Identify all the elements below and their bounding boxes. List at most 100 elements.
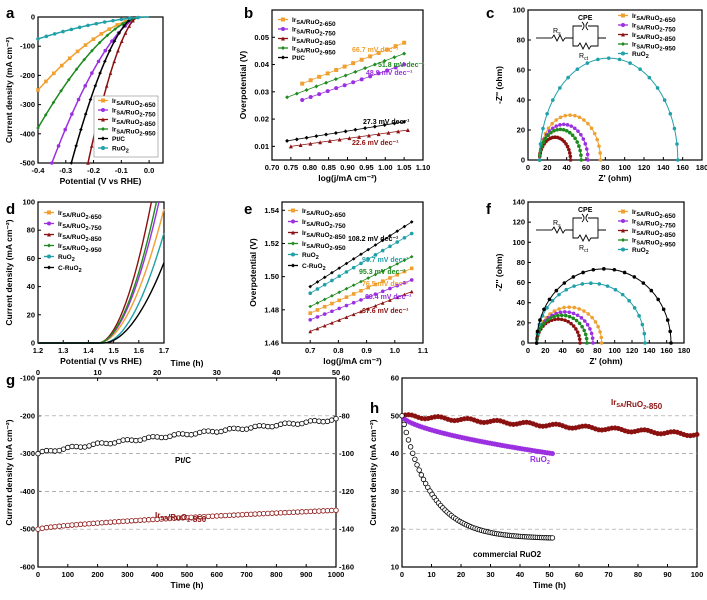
data-point — [67, 77, 71, 82]
data-point — [205, 428, 211, 434]
legend-entry: IrSA/RuO2-850 — [112, 117, 156, 128]
legend-marker — [281, 36, 285, 41]
data-point — [392, 55, 397, 60]
data-point — [330, 301, 334, 306]
data-point — [402, 40, 407, 45]
data-point — [414, 462, 420, 468]
data-point — [317, 74, 322, 79]
data-point — [69, 161, 74, 165]
y-tick-label: 0 — [31, 13, 35, 22]
y-tick-label: -500 — [20, 525, 35, 534]
data-point — [672, 126, 677, 131]
data-point — [380, 269, 385, 273]
y-tick-label: 40 — [517, 96, 525, 105]
panel-f: 0 20 40 60 80 100 120 140 160 180 0 20 40 60 80 100 120 1… — [494, 198, 690, 367]
data-point — [334, 68, 339, 72]
data-point — [351, 292, 356, 296]
data-point — [640, 322, 645, 327]
data-point — [675, 142, 679, 146]
data-point — [590, 336, 595, 340]
legend-marker — [101, 108, 105, 112]
slope-label: 51.8 mV dec⁻¹ — [378, 62, 425, 69]
data-point — [577, 115, 582, 120]
legend-marker — [47, 243, 51, 248]
data-point — [376, 50, 381, 55]
data-point — [107, 441, 114, 447]
data-point — [395, 240, 400, 244]
data-point — [315, 287, 320, 291]
data-point — [359, 77, 364, 82]
y-tick-label: 0 — [521, 339, 525, 348]
data-point — [94, 21, 99, 26]
data-point — [97, 40, 102, 45]
data-point — [386, 130, 391, 135]
data-point — [564, 287, 569, 292]
data-point — [401, 421, 407, 428]
x-tick-label: -0.2 — [87, 166, 100, 175]
data-point — [322, 297, 327, 302]
data-point — [330, 270, 334, 275]
data-point — [554, 288, 559, 293]
series-label: IrSA/RuO2-850 — [611, 398, 663, 411]
data-point — [385, 47, 390, 52]
data-point — [388, 233, 392, 238]
data-point — [113, 27, 117, 31]
data-point — [308, 78, 313, 83]
resistor-rct — [572, 230, 599, 243]
data-point — [91, 37, 96, 41]
data-point — [559, 317, 564, 322]
data-point — [579, 133, 583, 137]
data-point — [388, 276, 392, 280]
x-axis-label: Potential (V vs RHE) — [60, 176, 142, 186]
rct-label: Rct — [579, 245, 589, 254]
data-point — [380, 238, 385, 243]
data-point — [593, 320, 598, 324]
data-point — [409, 220, 414, 224]
data-point — [288, 144, 293, 149]
x-tick-label: 1.2 — [33, 346, 43, 355]
data-point — [581, 137, 586, 141]
x-tick-label: 160 — [676, 163, 689, 172]
y-axis-label: Overpotential (V) — [248, 238, 258, 307]
data-point — [622, 270, 627, 275]
data-point — [105, 33, 110, 38]
data-point — [586, 121, 590, 126]
data-point — [403, 429, 409, 436]
y-tick-label: 50 — [391, 411, 399, 420]
data-point — [402, 51, 407, 56]
legend-entry: IrSA/RuO2-850 — [292, 36, 336, 47]
data-point — [107, 27, 112, 31]
data-point — [552, 314, 556, 319]
legend-entry: IrSA/RuO2-950 — [632, 42, 676, 53]
series-line — [38, 201, 153, 344]
data-point — [617, 57, 622, 62]
data-point — [373, 303, 378, 308]
data-point — [90, 48, 94, 53]
data-point — [330, 294, 334, 298]
data-point — [99, 32, 104, 36]
data-point — [324, 80, 329, 85]
x-tick-label: 0 — [36, 570, 40, 579]
data-point — [550, 121, 554, 126]
data-point — [359, 261, 363, 266]
data-point — [315, 315, 320, 319]
data-point — [337, 290, 342, 295]
data-point — [668, 329, 672, 334]
data-point — [107, 48, 112, 53]
x-tick-label: 30 — [486, 570, 494, 579]
data-point — [123, 19, 127, 24]
data-point — [327, 138, 332, 143]
x-tick-label: 1000 — [328, 570, 345, 579]
y-tick-label: 20 — [517, 318, 525, 327]
data-point — [562, 305, 566, 310]
data-point — [315, 280, 320, 284]
legend-marker — [47, 221, 51, 226]
data-point — [373, 282, 378, 287]
x-axis-label: Z' (ohm) — [589, 356, 622, 366]
data-point — [382, 58, 387, 63]
legend-marker — [291, 241, 295, 246]
data-point — [180, 431, 186, 437]
x-tick-label: 700 — [240, 570, 253, 579]
x-tick-label: 50 — [545, 570, 553, 579]
data-point — [131, 18, 135, 23]
